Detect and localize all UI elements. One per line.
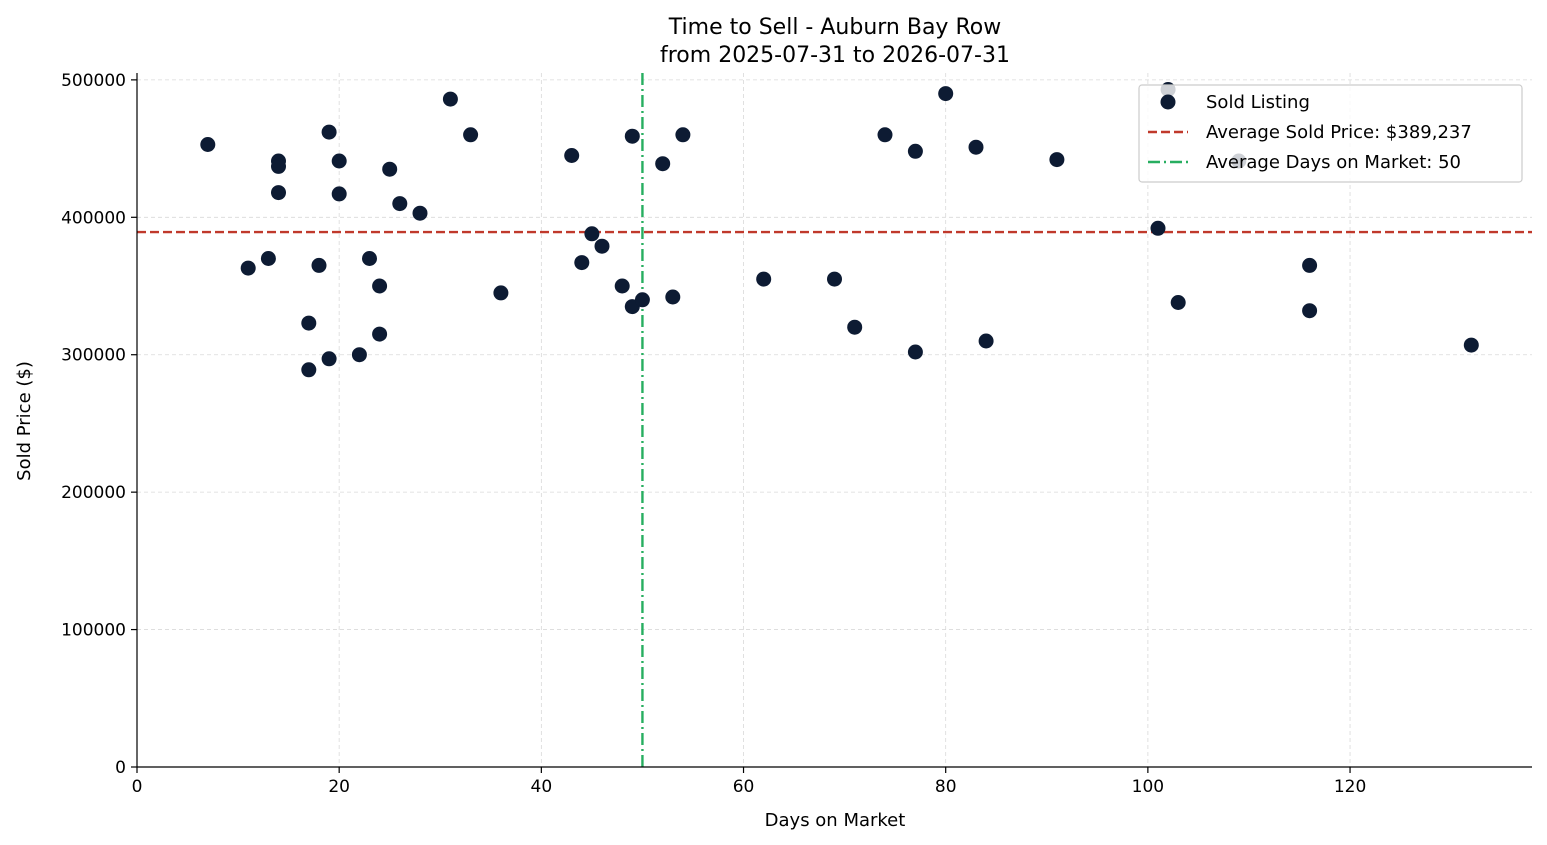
data-point bbox=[1302, 303, 1318, 319]
legend-frame bbox=[1138, 84, 1523, 183]
data-point bbox=[200, 137, 216, 152]
data-point bbox=[907, 344, 923, 360]
data-point bbox=[634, 292, 650, 308]
data-point bbox=[968, 139, 984, 155]
y-tick-label: 200000 bbox=[61, 483, 126, 503]
data-point bbox=[675, 127, 691, 143]
x-tick-label: 20 bbox=[328, 777, 350, 797]
data-point bbox=[877, 127, 893, 143]
data-point bbox=[584, 226, 600, 242]
y-axis-label: Sold Price ($) bbox=[14, 361, 35, 481]
x-tick-label: 40 bbox=[531, 777, 553, 797]
y-tick-label: 400000 bbox=[61, 208, 126, 228]
data-point bbox=[351, 347, 367, 363]
data-point bbox=[321, 351, 337, 367]
data-point bbox=[756, 271, 772, 287]
data-point bbox=[362, 251, 377, 266]
data-point bbox=[412, 205, 428, 221]
reference-lines bbox=[137, 73, 1532, 767]
data-point bbox=[978, 333, 994, 349]
data-point bbox=[331, 153, 347, 169]
data-point bbox=[1463, 337, 1479, 353]
y-tick-label: 0 bbox=[115, 758, 126, 778]
data-point bbox=[301, 315, 317, 331]
data-point bbox=[574, 255, 590, 271]
legend-marker-sold-listing bbox=[1160, 94, 1176, 110]
data-point bbox=[1302, 257, 1318, 273]
data-point bbox=[665, 289, 681, 305]
chart-subtitle: from 2025-07-31 to 2026-07-31 bbox=[660, 43, 1010, 68]
data-point bbox=[331, 186, 347, 202]
data-point bbox=[907, 143, 923, 159]
data-point bbox=[271, 158, 286, 174]
x-tick-label: 80 bbox=[935, 777, 957, 797]
data-point bbox=[301, 362, 317, 378]
legend-label-average-days-on-market: Average Days on Market: 50 bbox=[1206, 152, 1461, 173]
data-point bbox=[847, 319, 863, 335]
x-tick-label: 100 bbox=[1132, 777, 1164, 797]
axes bbox=[131, 73, 1532, 773]
data-point bbox=[260, 251, 276, 266]
legend-label-sold-listing: Sold Listing bbox=[1206, 92, 1310, 113]
data-point bbox=[442, 91, 458, 107]
data-point bbox=[655, 156, 671, 172]
data-point bbox=[271, 185, 286, 201]
x-axis-label: Days on Market bbox=[765, 810, 906, 831]
data-point bbox=[392, 196, 408, 212]
data-point bbox=[624, 128, 640, 144]
chart-title: Time to Sell - Auburn Bay Row bbox=[668, 15, 1001, 40]
y-tick-label: 300000 bbox=[61, 346, 126, 366]
data-point bbox=[240, 260, 256, 276]
data-point bbox=[372, 326, 388, 342]
data-point bbox=[493, 285, 509, 301]
x-tick-label: 60 bbox=[733, 777, 755, 797]
data-point bbox=[1170, 295, 1186, 310]
data-point bbox=[463, 127, 479, 143]
data-points bbox=[200, 82, 1479, 378]
y-tick-label: 500000 bbox=[61, 71, 126, 91]
x-tick-label: 0 bbox=[132, 777, 143, 797]
data-point bbox=[1049, 152, 1065, 168]
grid bbox=[137, 73, 1532, 767]
data-point bbox=[372, 278, 388, 294]
data-point bbox=[311, 257, 327, 273]
y-tick-label: 100000 bbox=[61, 621, 126, 641]
data-point bbox=[827, 271, 842, 287]
data-point bbox=[321, 124, 337, 140]
data-point bbox=[382, 161, 398, 177]
data-point bbox=[1150, 220, 1166, 236]
data-point bbox=[594, 238, 610, 254]
legend: Sold Listing Average Sold Price: $389,23… bbox=[1138, 84, 1523, 183]
data-point bbox=[614, 278, 630, 294]
data-point bbox=[938, 86, 954, 102]
tick-labels: 0 20 40 60 80 100 120 0 100000 200000 300000 400000… bbox=[61, 71, 1366, 797]
x-tick-label: 120 bbox=[1334, 777, 1366, 797]
legend-label-average-sold-price: Average Sold Price: $389,237 bbox=[1206, 122, 1472, 143]
data-point bbox=[564, 148, 580, 163]
